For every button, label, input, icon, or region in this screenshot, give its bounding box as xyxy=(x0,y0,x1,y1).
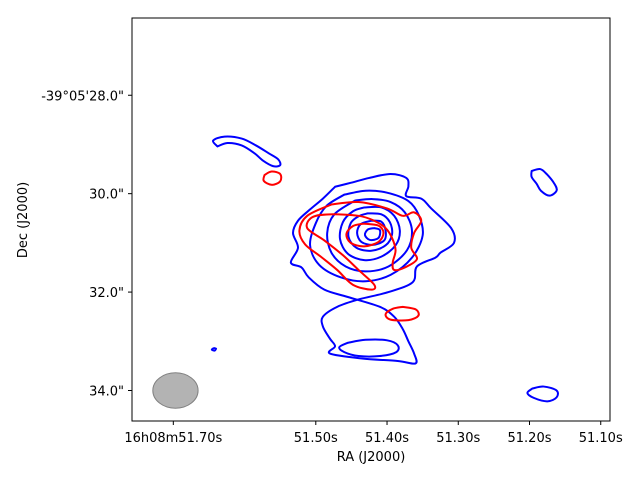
x-tick-label: 51.20s xyxy=(508,431,552,446)
contour-line-red-3 xyxy=(384,305,420,322)
contour-line-blue-8 xyxy=(338,338,400,358)
x-tick-label: 16h08m51.70s xyxy=(124,431,222,446)
contour-line-blue-2 xyxy=(309,189,424,283)
y-tick-label: 30.0" xyxy=(89,188,124,203)
contour-line-blue-11 xyxy=(210,347,218,352)
contour-line-blue-1 xyxy=(289,172,456,365)
contour-line-blue-7 xyxy=(363,227,382,242)
contour-line-red-1 xyxy=(298,200,423,291)
contour-line-blue-5 xyxy=(347,212,394,252)
plot-frame xyxy=(131,17,611,422)
y-tick-label: -39°05'28.0" xyxy=(41,89,124,104)
y-tick-label: 32.0" xyxy=(89,286,124,301)
contour-layer xyxy=(210,135,559,403)
contour-line-blue-10 xyxy=(526,385,559,403)
contour-line-blue-0 xyxy=(212,135,282,168)
y-tick-label: 34.0" xyxy=(89,384,124,399)
contour-line-blue-3 xyxy=(326,198,414,273)
x-tick-label: 51.50s xyxy=(294,431,338,446)
x-axis: 16h08m51.70s 51.50s 51.40s 51.30s 51.20s 51.1… xyxy=(124,421,623,446)
x-tick-label: 51.10s xyxy=(579,431,623,446)
beam-layer xyxy=(152,372,199,409)
y-axis-label: Dec (J2000) xyxy=(16,182,31,258)
y-axis: -39°05'28.0" 30.0" 32.0" 34.0" xyxy=(41,89,132,399)
beam-ellipse xyxy=(152,372,199,409)
x-axis-label: RA (J2000) xyxy=(337,450,406,465)
contour-line-blue-4 xyxy=(338,205,401,262)
x-tick-label: 51.40s xyxy=(365,431,409,446)
contour-line-red-0 xyxy=(262,170,283,186)
contour-line-blue-9 xyxy=(530,167,558,197)
x-tick-label: 51.30s xyxy=(436,431,480,446)
contour-line-red-2 xyxy=(345,222,385,248)
